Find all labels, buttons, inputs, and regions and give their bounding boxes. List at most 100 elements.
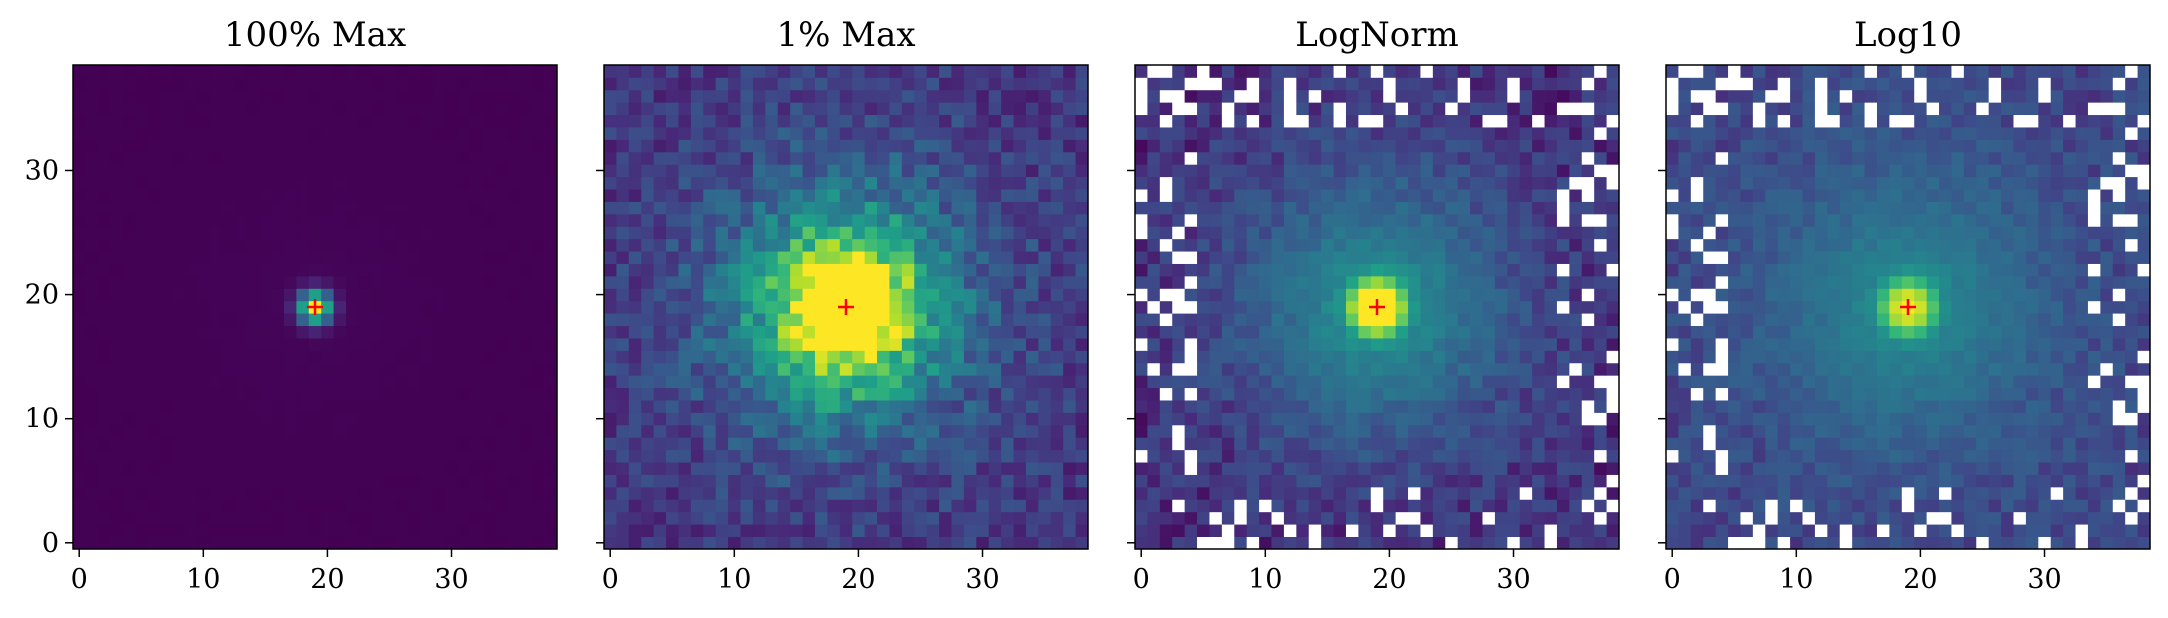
heatmap-cell (1358, 449, 1372, 463)
heatmap-cell (1271, 102, 1285, 116)
heatmap-cell (1606, 102, 1620, 116)
heatmap-cell (2001, 536, 2014, 550)
heatmap-cell (234, 375, 248, 389)
heatmap-cell (408, 251, 421, 264)
heatmap-cell (1606, 263, 1620, 277)
heatmap-cell (73, 65, 86, 78)
heatmap-cell (963, 486, 977, 500)
heatmap-cell (690, 77, 704, 91)
heatmap-cell (839, 362, 853, 376)
heatmap-cell (333, 65, 347, 78)
heatmap-cell (358, 176, 372, 190)
heatmap-cell (1147, 164, 1161, 178)
heatmap-cell (1740, 486, 1754, 500)
heatmap-cell (1135, 151, 1148, 165)
heatmap-cell (2075, 449, 2089, 463)
heatmap-cell (1001, 424, 1014, 438)
heatmap-cell (532, 65, 545, 78)
heatmap-cell (283, 474, 297, 488)
heatmap-cell (901, 313, 915, 327)
heatmap-cell (1494, 213, 1508, 227)
heatmap-cell (2063, 449, 2076, 463)
heatmap-cell (852, 400, 866, 413)
heatmap-cell (1221, 350, 1235, 364)
heatmap-cell (135, 263, 148, 277)
heatmap-cell (653, 263, 667, 277)
heatmap-cell (1025, 325, 1039, 339)
heatmap-cell (1333, 151, 1347, 165)
heatmap-cell (1172, 213, 1186, 227)
heatmap-cell (420, 511, 434, 525)
heatmap-cell (1569, 462, 1583, 475)
heatmap-cell (432, 77, 446, 91)
heatmap-cell (765, 213, 779, 227)
heatmap-cell (2087, 511, 2101, 525)
heatmap-cell (494, 139, 508, 153)
heatmap-cell (1025, 164, 1039, 178)
heatmap-cell (777, 288, 791, 302)
heatmap-cell (519, 89, 533, 103)
heatmap-cell (97, 424, 111, 438)
heatmap-cell (544, 437, 558, 451)
heatmap-cell (283, 114, 297, 128)
heatmap-cell (221, 536, 235, 550)
heatmap-cell (85, 300, 99, 314)
heatmap-cell (494, 151, 508, 165)
heatmap-cell (1666, 486, 1679, 500)
heatmap-cell (159, 275, 173, 289)
heatmap-cell (358, 164, 372, 178)
heatmap-cell (1197, 127, 1210, 140)
heatmap-cell (988, 288, 1002, 302)
heatmap-cell (740, 251, 754, 264)
heatmap-cell (1345, 288, 1359, 302)
heatmap-cell (1221, 338, 1235, 351)
heatmap-cell (1594, 362, 1607, 376)
heatmap-cell (1296, 536, 1310, 550)
heatmap-cell (1234, 387, 1248, 401)
heatmap-cell (1678, 474, 1692, 488)
heatmap-cell (283, 486, 297, 500)
heatmap-cell (1296, 375, 1310, 389)
heatmap-cell (1358, 338, 1372, 351)
heatmap-cell (494, 350, 508, 364)
heatmap-cell (321, 89, 335, 103)
heatmap-cell (457, 275, 471, 289)
heatmap-cell (2025, 437, 2039, 451)
heatmap-cell (283, 164, 297, 178)
heatmap-cell (1001, 412, 1014, 426)
heatmap-cell (445, 313, 459, 327)
heatmap-cell (1457, 164, 1471, 178)
heatmap-cell (1259, 511, 1272, 525)
heatmap-cell (1184, 189, 1198, 202)
heatmap-cell (110, 449, 124, 463)
heatmap-cell (939, 127, 952, 140)
heatmap-cell (1594, 164, 1607, 178)
heatmap-cell (234, 189, 248, 202)
heatmap-cell (1569, 288, 1583, 302)
heatmap-cell (765, 89, 779, 103)
heatmap-cell (2050, 437, 2064, 451)
heatmap-cell (926, 226, 940, 240)
heatmap-cell (1864, 511, 1878, 525)
heatmap-cell (1594, 102, 1607, 116)
heatmap-cell (1259, 275, 1272, 289)
heatmap-cell (1308, 499, 1322, 513)
heatmap-cell (926, 524, 940, 537)
heatmap-cell (85, 350, 99, 364)
heatmap-cell (1777, 462, 1791, 475)
heatmap-cell (1569, 400, 1583, 413)
heatmap-cell (370, 437, 384, 451)
heatmap-cell (1507, 387, 1521, 401)
heatmap-cell (1259, 536, 1272, 550)
heatmap-cell (1827, 499, 1841, 513)
heatmap-cell (1914, 524, 1928, 537)
heatmap-cell (1050, 338, 1064, 351)
panel-1-title: 100% Max (224, 15, 406, 55)
heatmap-cell (1321, 300, 1334, 314)
heatmap-cell (1197, 449, 1210, 463)
heatmap-cell (420, 486, 434, 500)
heatmap-cell (1038, 462, 1052, 475)
heatmap-cell (209, 424, 223, 438)
heatmap-cell (1482, 300, 1496, 314)
heatmap-cell (1135, 89, 1148, 103)
